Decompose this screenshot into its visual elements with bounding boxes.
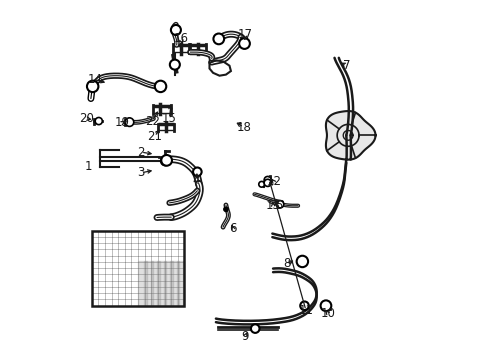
Circle shape bbox=[169, 60, 180, 69]
Circle shape bbox=[171, 25, 181, 35]
Polygon shape bbox=[138, 261, 147, 306]
Text: 17: 17 bbox=[237, 28, 252, 41]
Circle shape bbox=[87, 81, 98, 92]
Text: 15: 15 bbox=[162, 112, 177, 125]
Circle shape bbox=[161, 155, 172, 166]
Text: 19: 19 bbox=[115, 116, 130, 129]
Circle shape bbox=[161, 157, 169, 165]
Circle shape bbox=[296, 256, 307, 267]
Text: 9: 9 bbox=[241, 330, 248, 343]
Circle shape bbox=[155, 81, 166, 92]
Circle shape bbox=[250, 324, 259, 333]
Bar bbox=[91, 231, 184, 306]
Circle shape bbox=[125, 118, 134, 126]
Text: 1: 1 bbox=[84, 160, 92, 173]
Polygon shape bbox=[176, 261, 184, 306]
Text: 5: 5 bbox=[274, 198, 282, 212]
Polygon shape bbox=[325, 111, 375, 159]
Circle shape bbox=[95, 117, 102, 125]
Polygon shape bbox=[151, 261, 160, 306]
Text: 14: 14 bbox=[87, 73, 102, 86]
Text: 6: 6 bbox=[229, 222, 236, 235]
Text: 18: 18 bbox=[236, 121, 251, 134]
Polygon shape bbox=[183, 261, 184, 306]
Text: 7: 7 bbox=[342, 59, 350, 72]
Text: 11: 11 bbox=[298, 304, 313, 317]
Text: 10: 10 bbox=[320, 307, 335, 320]
Text: 22: 22 bbox=[144, 114, 160, 127]
Polygon shape bbox=[157, 261, 166, 306]
Circle shape bbox=[193, 167, 201, 176]
Circle shape bbox=[300, 301, 308, 310]
Text: 8: 8 bbox=[283, 257, 290, 270]
Circle shape bbox=[320, 300, 331, 311]
Circle shape bbox=[239, 38, 249, 49]
Polygon shape bbox=[163, 261, 172, 306]
Polygon shape bbox=[170, 261, 179, 306]
Text: 4: 4 bbox=[192, 174, 200, 187]
Text: 2: 2 bbox=[137, 146, 144, 159]
Text: 16: 16 bbox=[173, 32, 188, 45]
Text: 13: 13 bbox=[265, 198, 280, 212]
Circle shape bbox=[276, 201, 283, 208]
Text: 12: 12 bbox=[266, 175, 281, 188]
Circle shape bbox=[224, 207, 227, 211]
Text: 3: 3 bbox=[137, 166, 144, 179]
Circle shape bbox=[264, 179, 271, 186]
Circle shape bbox=[258, 181, 264, 187]
Text: 21: 21 bbox=[147, 130, 162, 143]
Text: 20: 20 bbox=[79, 112, 94, 125]
Polygon shape bbox=[144, 261, 153, 306]
Circle shape bbox=[213, 33, 224, 44]
Circle shape bbox=[264, 176, 271, 184]
